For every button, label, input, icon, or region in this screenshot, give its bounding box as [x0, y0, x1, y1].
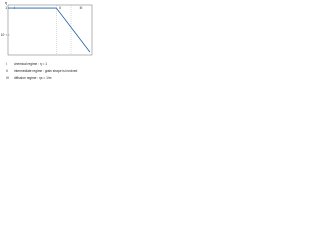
note-text: diffusion regime : ηs = 1/m [14, 76, 52, 80]
note-text: intermediate regime : grain shape is inv… [14, 69, 77, 73]
y-tick-label: 1 [5, 6, 7, 10]
region-label: II [59, 6, 61, 10]
plot-frame [7, 4, 93, 56]
note-key: III [6, 76, 9, 80]
note-text: chemical regime : η = 1 [14, 62, 47, 66]
region-label: III [80, 6, 83, 10]
y-axis-label: η [5, 0, 7, 5]
y-tick-label: 10⁻¹ [1, 33, 7, 37]
page: {"chart_data": {"type": "line", "y_label… [0, 0, 100, 90]
note-key: II [6, 69, 8, 73]
line [8, 7, 91, 53]
note-key: I [6, 62, 7, 66]
